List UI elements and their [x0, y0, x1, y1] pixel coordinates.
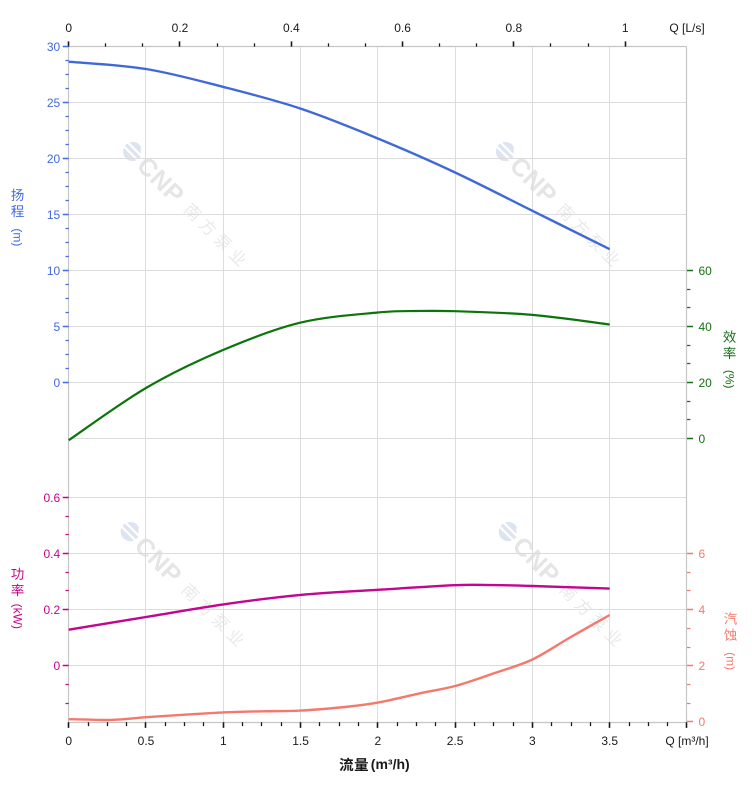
svg-text:10: 10	[47, 264, 61, 278]
svg-text:60: 60	[699, 264, 713, 278]
svg-text:0.6: 0.6	[394, 21, 411, 35]
svg-text:Q [L/s]: Q [L/s]	[669, 21, 704, 35]
svg-text:0.6: 0.6	[44, 491, 61, 505]
svg-text:15: 15	[47, 208, 61, 222]
svg-text:0: 0	[699, 432, 706, 446]
svg-text:3: 3	[529, 734, 536, 748]
svg-text:0.2: 0.2	[172, 21, 189, 35]
svg-text:2.5: 2.5	[447, 734, 464, 748]
svg-text:0.5: 0.5	[138, 734, 155, 748]
svg-text:2: 2	[699, 659, 706, 673]
svg-text:1: 1	[220, 734, 227, 748]
svg-text:40: 40	[699, 320, 713, 334]
svg-text:Q [m³/h]: Q [m³/h]	[665, 734, 708, 748]
svg-text:(%): (%)	[722, 370, 736, 389]
svg-text:(m³/h): (m³/h)	[371, 756, 410, 772]
svg-text:0.4: 0.4	[283, 21, 300, 35]
svg-text:0: 0	[65, 21, 72, 35]
svg-text:5: 5	[54, 320, 61, 334]
svg-text:0.2: 0.2	[44, 603, 61, 617]
svg-text:(m): (m)	[10, 228, 24, 246]
svg-text:0: 0	[54, 659, 61, 673]
svg-text:20: 20	[47, 152, 61, 166]
svg-text:25: 25	[47, 96, 61, 110]
svg-text:(m): (m)	[723, 652, 737, 670]
svg-text:0: 0	[65, 734, 72, 748]
svg-text:4: 4	[699, 603, 706, 617]
svg-text:3.5: 3.5	[601, 734, 618, 748]
svg-text:20: 20	[699, 376, 713, 390]
svg-text:0: 0	[699, 715, 706, 729]
svg-text:2: 2	[374, 734, 381, 748]
svg-text:0: 0	[54, 376, 61, 390]
svg-text:1.5: 1.5	[292, 734, 309, 748]
svg-text:30: 30	[47, 40, 61, 54]
svg-text:0.8: 0.8	[506, 21, 523, 35]
svg-text:(kW): (kW)	[10, 604, 24, 629]
svg-text:0.4: 0.4	[44, 547, 61, 561]
svg-text:6: 6	[699, 547, 706, 561]
svg-text:1: 1	[622, 21, 629, 35]
